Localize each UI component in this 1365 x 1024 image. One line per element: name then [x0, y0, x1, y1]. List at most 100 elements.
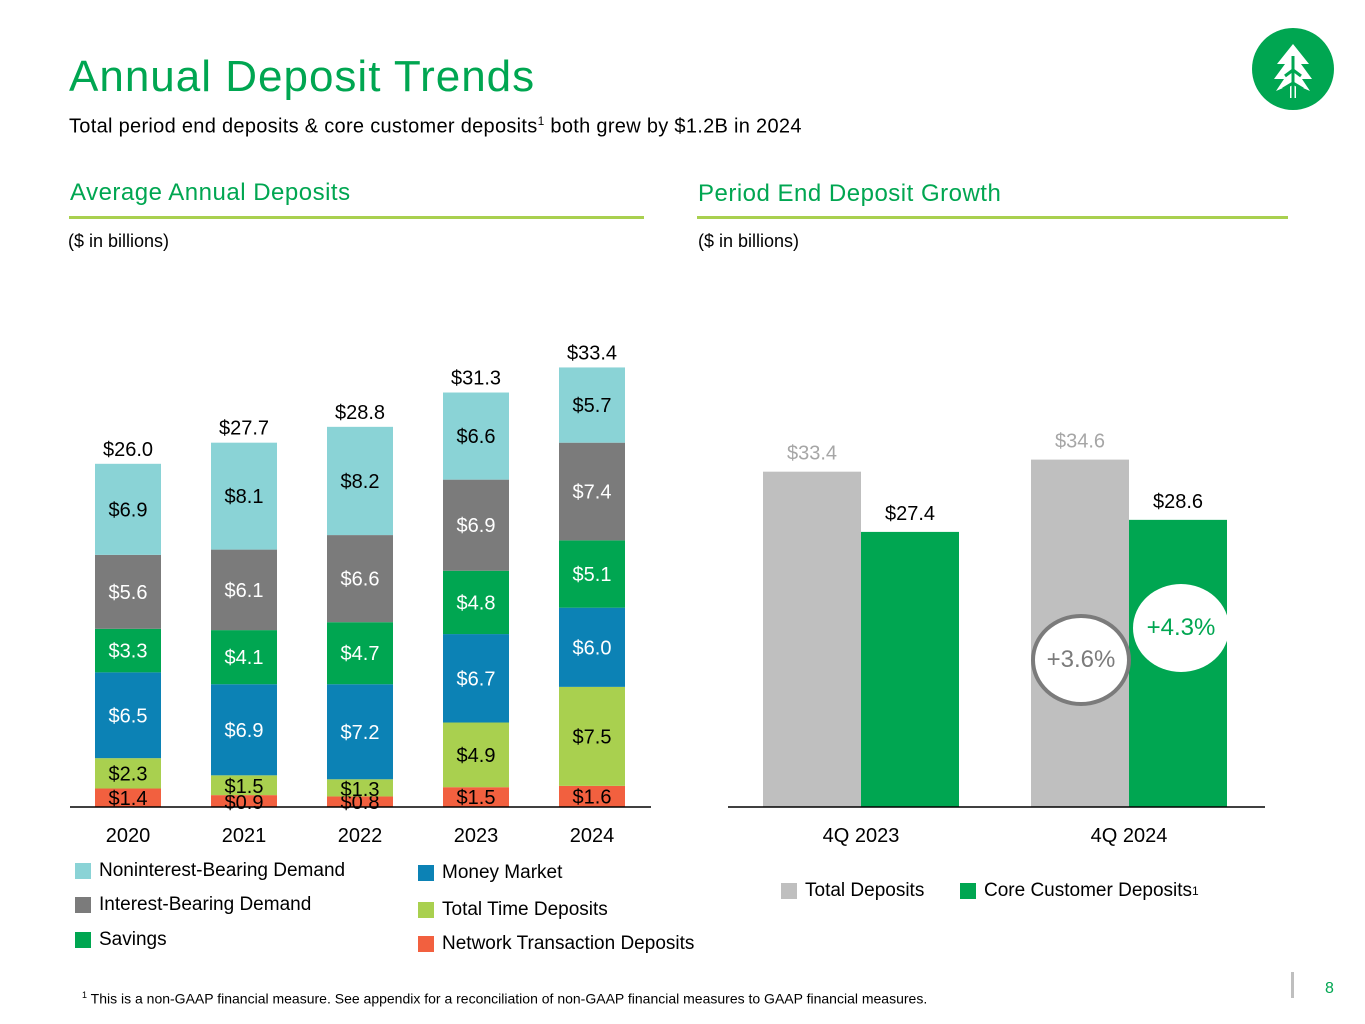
bar-core-customer-deposits	[861, 531, 959, 807]
page-number-divider	[1291, 972, 1294, 998]
data-label: $4.8	[457, 592, 496, 614]
data-label: $8.2	[341, 471, 380, 493]
bar-segment-total-time-deposits	[95, 758, 161, 789]
data-label: $6.9	[225, 720, 264, 742]
data-label: $0.9	[225, 792, 264, 814]
tree-icon	[1252, 28, 1334, 110]
legend-item-time-deposits: Total Time Deposits	[418, 899, 608, 921]
data-label: $6.6	[341, 569, 380, 591]
data-label: $6.9	[457, 515, 496, 537]
bar-segment-network-transaction-deposits	[443, 787, 509, 807]
bar-segment-noninterest-bearing-demand	[559, 367, 625, 443]
bar-segment-interest-bearing-demand	[211, 549, 277, 631]
legend-swatch	[418, 865, 434, 881]
page-subtitle: Total period end deposits & core custome…	[69, 114, 802, 139]
data-label: $28.6	[1153, 491, 1203, 513]
right-section-rule	[697, 216, 1288, 219]
data-label: $6.0	[573, 637, 612, 659]
bar-segment-money-market	[443, 634, 509, 723]
data-label: $4.9	[457, 745, 496, 767]
legend-label: Core Customer Deposits	[984, 880, 1193, 901]
x-tick-label: 2020	[106, 825, 151, 847]
legend-swatch	[75, 863, 91, 879]
x-tick-label: 2021	[222, 825, 267, 847]
bar-segment-money-market	[327, 684, 393, 780]
legend-label: Savings	[99, 929, 167, 950]
legend-label: Money Market	[442, 862, 563, 883]
right-section-title: Period End Deposit Growth	[698, 180, 1002, 207]
data-label: $27.4	[885, 503, 935, 525]
total-label: $26.0	[103, 439, 153, 461]
bar-segment-total-time-deposits	[211, 775, 277, 796]
data-label: $1.3	[341, 779, 380, 801]
bar-segment-total-time-deposits	[559, 686, 625, 786]
bar-segment-interest-bearing-demand	[327, 535, 393, 623]
total-deposits-growth-bubble: +3.6%	[1031, 614, 1131, 706]
data-label: $33.4	[787, 443, 837, 465]
page-number: 8	[1325, 980, 1334, 997]
total-label: $27.7	[219, 418, 269, 440]
x-tick-label: 2023	[454, 825, 499, 847]
left-units-label: ($ in billions)	[68, 231, 170, 251]
data-label: $1.5	[225, 776, 264, 798]
data-label: $34.6	[1055, 431, 1105, 453]
data-label: $1.5	[457, 787, 496, 809]
data-label: $5.6	[109, 582, 148, 604]
x-tick-label: 2022	[338, 825, 383, 847]
data-label: $5.7	[573, 395, 612, 417]
bar-segment-network-transaction-deposits	[95, 788, 161, 807]
bar-segment-network-transaction-deposits	[559, 785, 625, 807]
total-deposits-growth-label: +3.6%	[1046, 646, 1116, 673]
bar-segment-savings	[559, 540, 625, 608]
data-label: $1.4	[109, 788, 148, 810]
bar-segment-savings	[95, 628, 161, 673]
x-tick-label: 4Q 2023	[823, 825, 900, 847]
legend-swatch	[960, 883, 976, 899]
legend-footnote-marker: 1	[1192, 884, 1199, 898]
legend-label: Network Transaction Deposits	[442, 933, 695, 954]
bar-segment-noninterest-bearing-demand	[443, 392, 509, 480]
total-label: $28.8	[335, 402, 385, 424]
bar-segment-money-market	[211, 684, 277, 776]
legend-item-money-market: Money Market	[418, 862, 562, 884]
data-label: $6.1	[225, 580, 264, 602]
data-label: $6.7	[457, 668, 496, 690]
left-section-title: Average Annual Deposits	[70, 179, 351, 206]
legend-item-savings: Savings	[75, 929, 167, 951]
left-section-rule	[69, 216, 644, 219]
legend-swatch	[75, 932, 91, 948]
data-label: $2.3	[109, 763, 148, 785]
page-title: Annual Deposit Trends	[69, 52, 536, 101]
legend-swatch	[418, 936, 434, 952]
legend-item-interest-demand: Interest-Bearing Demand	[75, 894, 311, 916]
legend-label: Interest-Bearing Demand	[99, 894, 312, 915]
legend-swatch	[781, 883, 797, 899]
subtitle-footnote-marker: 1	[537, 114, 545, 128]
core-deposits-growth-bubble: +4.3%	[1133, 584, 1229, 672]
data-label: $8.1	[225, 486, 264, 508]
legend-label: Total Time Deposits	[442, 899, 608, 920]
data-label: $3.3	[109, 641, 148, 663]
right-units-label: ($ in billions)	[698, 231, 800, 251]
legend-swatch	[75, 897, 91, 913]
x-tick-label: 2024	[570, 825, 615, 847]
total-label: $33.4	[567, 342, 617, 364]
subtitle-main: Total period end deposits & core custome…	[69, 115, 538, 138]
total-label: $31.3	[451, 368, 501, 390]
legend-item-total-deposits: Total Deposits	[781, 880, 924, 902]
bar-segment-interest-bearing-demand	[95, 554, 161, 629]
bar-segment-noninterest-bearing-demand	[327, 426, 393, 536]
period-end-deposit-growth-chart: $33.4 $27.4 4Q 2023 $34.6 $28.6 4Q 2024	[728, 431, 1265, 847]
bar-segment-money-market	[95, 672, 161, 759]
data-label: $7.5	[573, 726, 612, 748]
legend-label: Noninterest-Bearing Demand	[99, 860, 346, 881]
data-label: $4.1	[225, 647, 264, 669]
data-label: $6.9	[109, 499, 148, 521]
data-label: $1.6	[573, 786, 612, 808]
legend-label: Total Deposits	[805, 880, 925, 901]
bar-segment-savings	[443, 570, 509, 635]
footnote-text: This is a non-GAAP financial measure. Se…	[87, 990, 928, 1007]
bar-segment-total-time-deposits	[327, 779, 393, 797]
data-label: $6.6	[457, 426, 496, 448]
average-annual-deposits-chart: $1.4$2.3$6.5$3.3$5.6$6.9$26.02020$0.9$1.…	[70, 342, 651, 847]
